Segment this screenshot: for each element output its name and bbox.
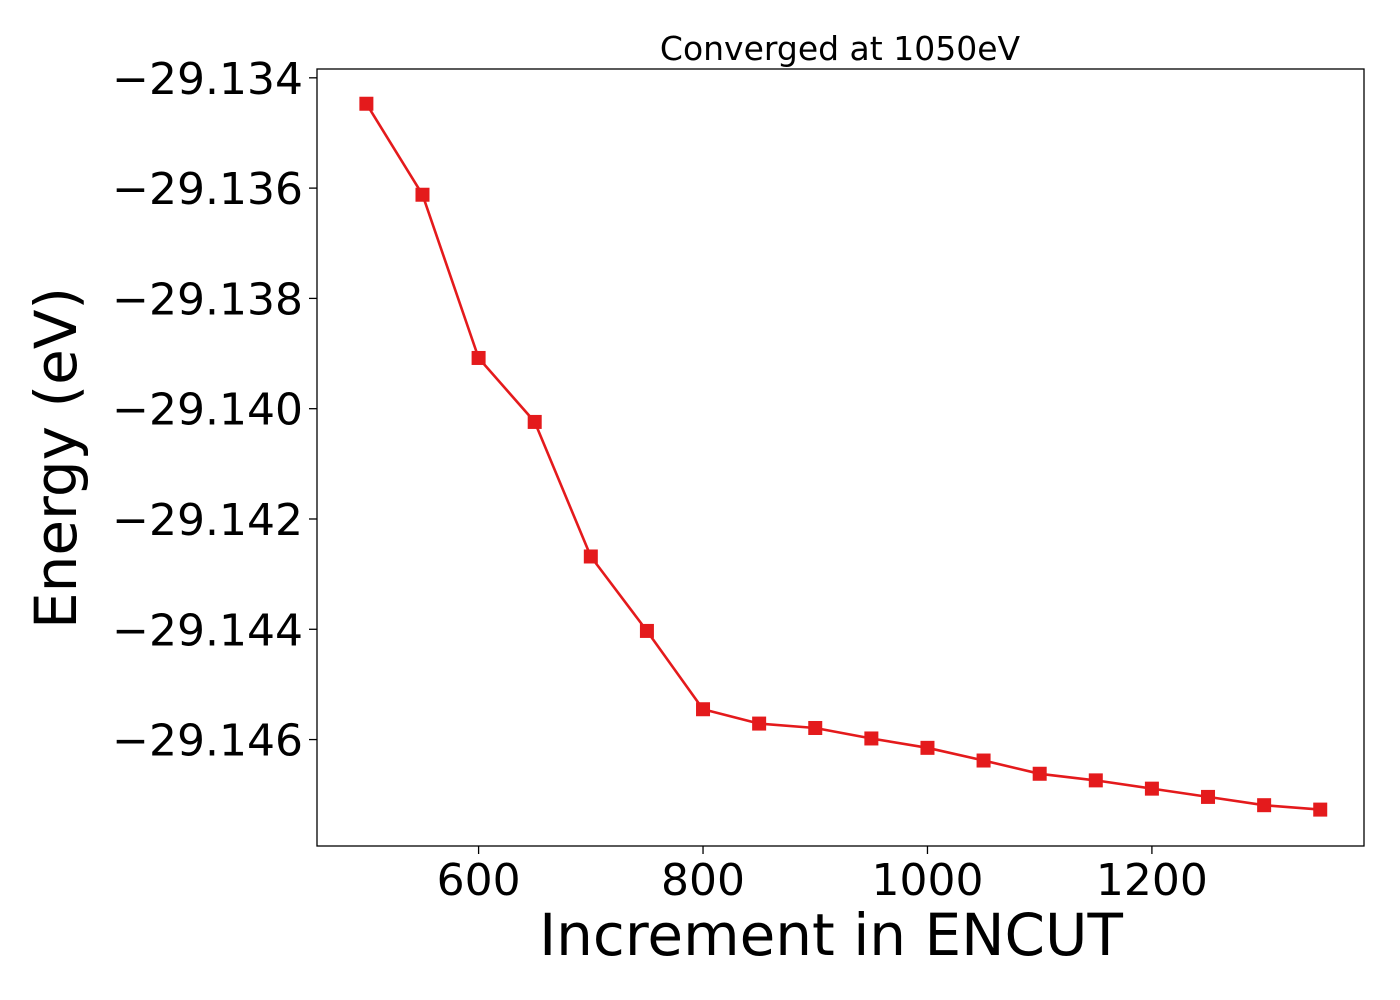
data-point-marker <box>471 350 486 365</box>
data-point-marker <box>1201 789 1216 804</box>
data-point-marker <box>527 414 542 429</box>
series-layer <box>359 96 1328 817</box>
x-tick-label: 1200 <box>1096 855 1208 906</box>
y-axis-label: Energy (eV) <box>22 287 90 629</box>
x-axis: 600 800 1000 1200 <box>437 846 1208 906</box>
x-axis-label: Increment in ENCUT <box>539 901 1123 969</box>
data-point-marker <box>1313 802 1328 817</box>
data-point-marker <box>1088 773 1103 788</box>
y-tick-label: −29.138 <box>112 274 303 325</box>
data-point-marker <box>415 187 430 202</box>
data-point-marker <box>1032 766 1047 781</box>
data-point-marker <box>864 731 879 746</box>
series-line <box>365 103 1321 811</box>
data-point-marker <box>583 549 598 564</box>
y-tick-label: −29.136 <box>112 164 303 215</box>
y-tick-label: −29.144 <box>112 605 303 656</box>
data-point-marker <box>920 740 935 755</box>
y-tick-label: −29.134 <box>112 54 303 105</box>
data-point-marker <box>808 720 823 735</box>
y-tick-label: −29.140 <box>112 385 303 436</box>
y-axis: −29.134 −29.136 −29.138 −29.140 −29.142 −29.1… <box>112 54 317 767</box>
x-tick-label: 1000 <box>871 855 983 906</box>
data-point-marker <box>976 753 991 768</box>
x-tick-label: 800 <box>661 855 745 906</box>
y-tick-label: −29.142 <box>112 495 303 546</box>
x-tick-label: 600 <box>437 855 521 906</box>
data-point-marker <box>1257 798 1272 813</box>
data-point-marker <box>696 702 711 717</box>
y-tick-label: −29.146 <box>112 716 303 767</box>
chart-title: Converged at 1050eV <box>660 29 1021 68</box>
plot-area-frame <box>316 68 1365 847</box>
data-point-marker <box>639 623 654 638</box>
data-point-marker <box>1144 781 1159 796</box>
data-point-marker <box>359 96 374 111</box>
data-point-marker <box>752 716 767 731</box>
